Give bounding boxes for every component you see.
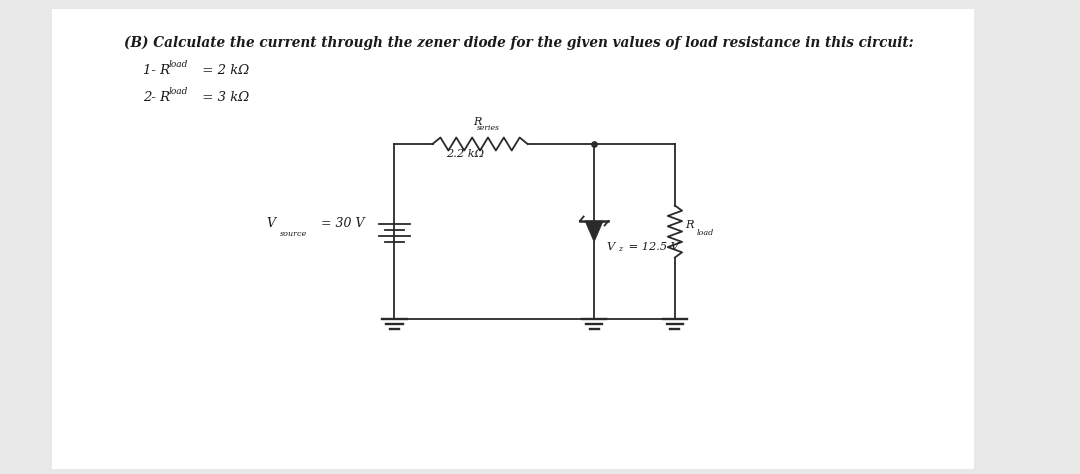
Text: R: R [686, 219, 694, 229]
FancyBboxPatch shape [52, 9, 974, 469]
Text: 1- R: 1- R [143, 64, 170, 77]
Text: 2- R: 2- R [143, 91, 170, 104]
Text: 2.2 kΩ: 2.2 kΩ [446, 149, 484, 159]
Text: load: load [697, 228, 714, 237]
Text: z: z [618, 245, 622, 253]
Text: (B) Calculate the current through the zener diode for the given values of load r: (B) Calculate the current through the ze… [123, 36, 914, 50]
Polygon shape [585, 221, 603, 242]
Text: series: series [477, 124, 500, 132]
Text: source: source [280, 229, 307, 237]
Text: = 3 kΩ: = 3 kΩ [198, 91, 249, 104]
Text: load: load [168, 87, 188, 96]
Text: = 2 kΩ: = 2 kΩ [198, 64, 249, 77]
Text: = 12.5 V: = 12.5 V [624, 241, 678, 252]
Text: V: V [607, 241, 615, 252]
Text: R: R [473, 117, 482, 127]
Text: V: V [266, 217, 275, 230]
Text: = 30 V: = 30 V [318, 217, 365, 230]
Text: load: load [168, 60, 188, 69]
